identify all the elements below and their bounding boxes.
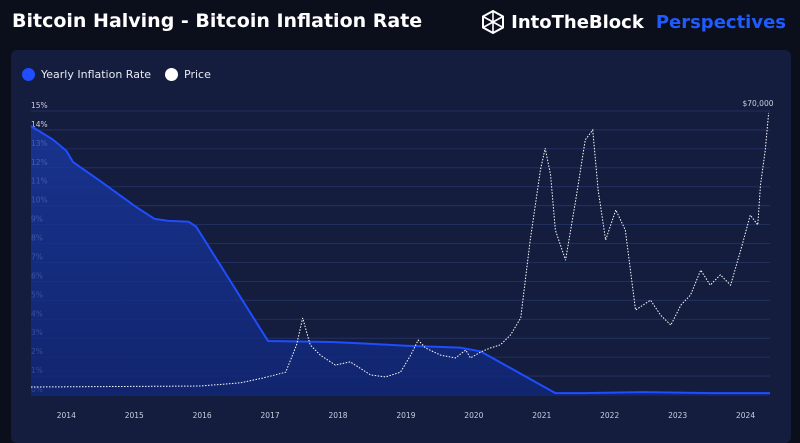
legend-swatch-price: [165, 68, 179, 81]
legend-label: Price: [184, 68, 211, 81]
legend-swatch-inflation: [22, 68, 35, 81]
x-tick-label: 2021: [532, 411, 551, 420]
x-tick-label: 2015: [125, 411, 144, 420]
x-tick-label: 2017: [261, 411, 280, 420]
x-tick-label: 2024: [736, 411, 755, 420]
brand-suffix: Perspectives: [655, 11, 786, 33]
x-tick-label: 2014: [57, 411, 76, 420]
inflation-line: [30, 125, 770, 395]
legend-item-inflation[interactable]: Yearly Inflation Rate: [22, 68, 151, 81]
brand-logo: IntoTheBlock Perspectives: [481, 10, 786, 34]
page-title: Bitcoin Halving - Bitcoin Inflation Rate: [12, 10, 423, 32]
inflation-area: [31, 126, 770, 395]
price-axis-label: $70,000: [742, 99, 773, 108]
price-line: [30, 112, 770, 388]
y-tick-label: 14%: [31, 120, 48, 129]
brand-name: IntoTheBlock: [511, 11, 644, 33]
x-tick-label: 2022: [600, 411, 619, 420]
legend-label: Yearly Inflation Rate: [41, 68, 152, 81]
x-tick-label: 2016: [193, 411, 212, 420]
x-tick-label: 2018: [328, 411, 347, 420]
hexagon-cube-icon: [482, 10, 505, 34]
x-tick-label: 2020: [464, 411, 483, 420]
x-tick-label: 2019: [396, 411, 415, 420]
y-tick-label: 15%: [31, 101, 48, 110]
x-tick-label: 2023: [668, 411, 687, 420]
chart-legend: Yearly Inflation Rate Price: [22, 68, 211, 81]
legend-item-price[interactable]: Price: [165, 68, 211, 81]
